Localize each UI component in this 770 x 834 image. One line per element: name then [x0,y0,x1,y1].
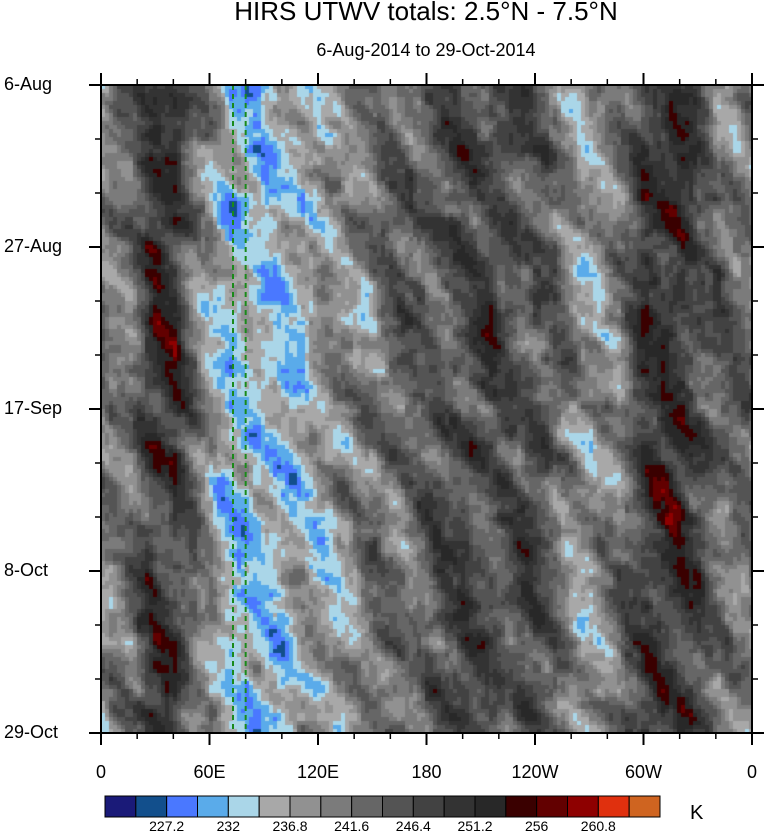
y-tick-label: 8-Oct [4,560,49,580]
colorbar-box [289,795,322,818]
colorbar-box [166,795,199,818]
colorbar-label: 241.6 [334,818,370,834]
colorbar-box [412,795,445,818]
colorbar-box [135,795,168,818]
x-tick-label: 60E [193,762,226,782]
colorbar-box [351,795,383,818]
x-tick-label: 60W [624,762,663,782]
colorbar-box [382,795,414,818]
colorbar-label: 251.2 [457,818,493,834]
chart-subtitle: 6-Aug-2014 to 29-Oct-2014 [316,40,536,60]
y-tick-label: 6-Aug [4,74,53,94]
colorbar-units: K [690,802,704,824]
x-tick-label: 180 [411,762,442,782]
colorbar-box [536,795,569,818]
colorbar-label: 236.8 [272,818,308,834]
x-tick-label: 120W [511,762,559,782]
colorbar-box [258,795,291,818]
colorbar-label: 246.4 [395,818,431,834]
colorbar-box [597,795,630,818]
colorbar-box [443,795,476,818]
colorbar-box [104,795,137,818]
x-tick-label: 0 [95,762,107,782]
colorbar-box [505,795,538,818]
colorbar-label: 232 [216,818,241,834]
chart-title: HIRS UTWV totals: 2.5°N - 7.5°N [234,0,618,26]
contour-field [101,85,752,733]
plot-frame [100,84,753,734]
x-tick-label: 120E [296,762,340,782]
y-tick-label: 17-Sep [4,398,63,418]
y-tick-label: 27-Aug [4,236,63,256]
x-tick-label: 0 [746,762,758,782]
colorbar-label: 256 [524,818,549,834]
colorbar-box [628,795,661,818]
colorbar-box [474,795,507,818]
colorbar-label: 260.8 [580,818,616,834]
y-tick-label: 29-Oct [4,722,59,742]
colorbar-box [320,795,353,818]
colorbar-box [567,795,599,818]
colorbar-box [227,795,260,818]
colorbar-label: 227.2 [149,818,185,834]
colorbar-box [197,795,229,818]
